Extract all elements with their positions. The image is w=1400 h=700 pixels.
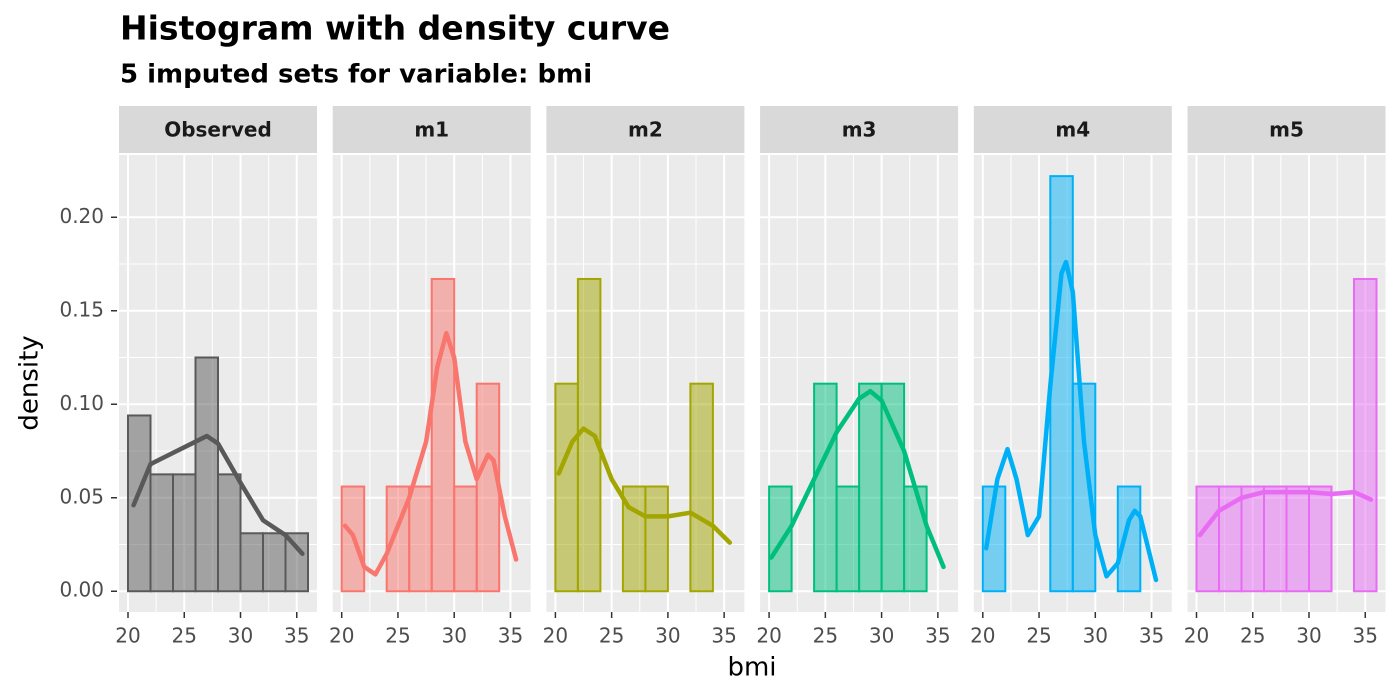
histogram-bar xyxy=(768,485,793,593)
histogram-bar xyxy=(1353,277,1378,593)
histogram-bar xyxy=(858,382,883,593)
histogram-bar xyxy=(1263,485,1288,593)
strip-label: m1 xyxy=(414,118,449,142)
y-axis-label: density xyxy=(15,335,45,430)
histogram-bar xyxy=(903,485,928,593)
strip xyxy=(973,106,1172,153)
histogram-bar xyxy=(239,532,264,593)
y-tick-label: 0.00 xyxy=(59,578,104,602)
histogram-bar xyxy=(644,485,669,593)
strip xyxy=(332,106,531,153)
histogram-bar xyxy=(262,532,287,593)
density-curve xyxy=(1197,489,1374,538)
x-tick-label: 35 xyxy=(1139,624,1164,648)
histogram-bar xyxy=(1240,485,1265,593)
x-tick-label: 30 xyxy=(655,624,680,648)
histogram-bar xyxy=(149,473,174,593)
x-tick-label: 35 xyxy=(925,624,950,648)
histogram-bar xyxy=(1285,485,1310,593)
histogram-bar xyxy=(172,473,197,593)
x-tick-label: 20 xyxy=(970,624,995,648)
strip xyxy=(1187,106,1386,153)
histogram-bar xyxy=(1116,485,1142,593)
strip-label: m5 xyxy=(1269,118,1304,142)
histogram-bar xyxy=(835,485,861,593)
histogram-bar xyxy=(430,277,456,593)
histogram-bar xyxy=(880,382,906,593)
y-tick-label: 0.10 xyxy=(59,391,104,415)
histogram-bar xyxy=(813,382,838,593)
x-tick-label: 35 xyxy=(284,624,309,648)
panel: Observed 20 25 30 35 xyxy=(115,106,317,648)
x-tick-label: 30 xyxy=(228,624,253,648)
x-tick-label: 30 xyxy=(1296,624,1321,648)
x-tick-label: 20 xyxy=(115,624,140,648)
x-axis-label: bmi xyxy=(727,653,776,683)
strip xyxy=(546,106,745,153)
density-curve xyxy=(556,426,733,545)
density-curve xyxy=(131,433,305,557)
panel: m2 20 25 30 35 xyxy=(543,106,745,648)
panel: m4 20 25 30 35 xyxy=(970,106,1172,648)
x-tick-label: 25 xyxy=(813,624,838,648)
x-tick-label: 30 xyxy=(1083,624,1108,648)
histogram-bar xyxy=(1071,382,1097,593)
x-tick-label: 35 xyxy=(498,624,523,648)
x-tick-label: 35 xyxy=(711,624,736,648)
strip xyxy=(760,106,959,153)
histogram-bar xyxy=(217,473,242,593)
x-tick-label: 25 xyxy=(1240,624,1265,648)
y-tick-label: 0.05 xyxy=(59,484,104,508)
panel: m3 20 25 30 35 xyxy=(756,106,959,648)
x-tick-label: 25 xyxy=(599,624,624,648)
x-tick-label: 25 xyxy=(172,624,197,648)
y-tick-label: 0.15 xyxy=(59,297,104,321)
histogram-bar xyxy=(689,382,714,593)
strip-label: m2 xyxy=(628,118,663,142)
histogram-bar xyxy=(1049,175,1074,593)
chart-title: Histogram with density curve xyxy=(120,9,670,48)
histogram-bar xyxy=(408,485,433,593)
density-curve xyxy=(983,259,1159,583)
histogram-bar xyxy=(475,382,501,593)
histogram-bar xyxy=(1195,485,1220,593)
strip xyxy=(119,106,317,153)
density-curve xyxy=(769,388,946,570)
x-tick-label: 25 xyxy=(385,624,410,648)
histogram-bar xyxy=(127,414,152,593)
x-tick-label: 20 xyxy=(329,624,354,648)
histogram-bar xyxy=(554,382,579,593)
histogram-bar xyxy=(576,277,602,593)
x-tick-label: 20 xyxy=(756,624,781,648)
x-tick-label: 30 xyxy=(869,624,894,648)
x-tick-label: 35 xyxy=(1353,624,1378,648)
panel: m1 20 25 30 35 xyxy=(329,106,531,648)
histogram-bar xyxy=(1308,485,1333,593)
histogram-bar xyxy=(453,485,478,593)
density-curve xyxy=(342,330,519,577)
chart-subtitle: 5 imputed sets for variable: bmi xyxy=(120,60,592,90)
x-tick-label: 25 xyxy=(1026,624,1051,648)
strip-label: Observed xyxy=(164,118,272,142)
strip-label: m4 xyxy=(1055,118,1090,142)
histogram-bar xyxy=(194,356,219,593)
panel: m5 20 25 30 35 xyxy=(1184,106,1386,648)
x-tick-label: 20 xyxy=(543,624,568,648)
x-tick-label: 30 xyxy=(441,624,466,648)
strip-label: m3 xyxy=(842,118,877,142)
histogram-bar xyxy=(284,532,309,593)
x-tick-label: 20 xyxy=(1184,624,1209,648)
y-tick-label: 0.20 xyxy=(59,204,104,228)
